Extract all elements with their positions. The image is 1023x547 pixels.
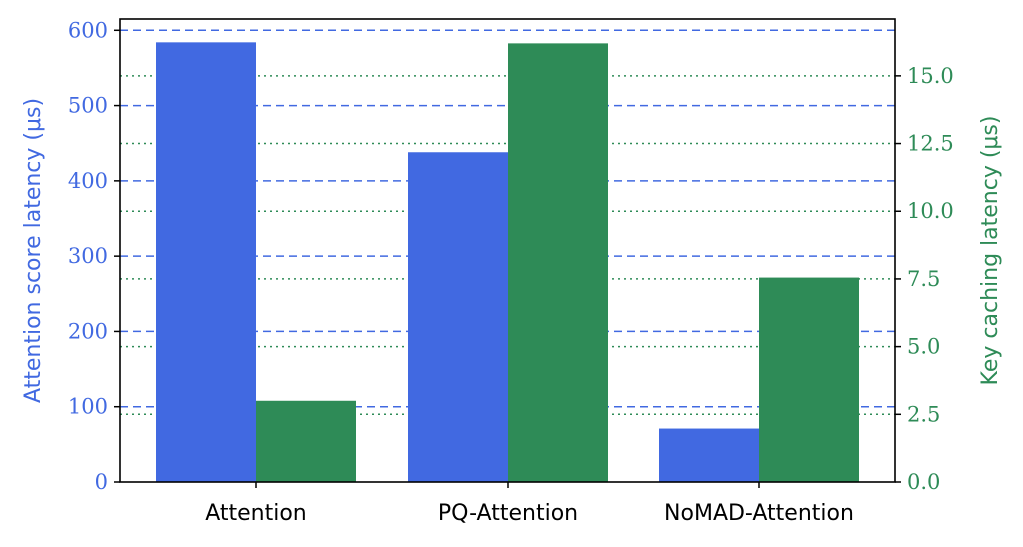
x-tick-label: PQ-Attention: [438, 501, 578, 526]
right-tick-label: 7.5: [907, 267, 940, 291]
bar-nomad-attention-attention-score: [659, 428, 759, 482]
right-tick-label: 15.0: [907, 64, 954, 88]
bar-attention-key-caching: [256, 400, 356, 482]
left-tick-label: 0: [95, 470, 108, 494]
right-tick-label: 0.0: [907, 470, 940, 494]
bars: [156, 42, 859, 483]
left-tick-label: 300: [68, 244, 108, 268]
x-tick-label: Attention: [205, 501, 307, 526]
left-tick-label: 400: [68, 169, 108, 193]
bar-attention-attention-score: [156, 42, 256, 483]
left-tick-label: 600: [68, 18, 108, 42]
bar-pq-attention-attention-score: [408, 152, 508, 482]
left-tick-label: 500: [68, 94, 108, 118]
right-tick-label: 2.5: [907, 402, 940, 426]
bar-pq-attention-key-caching: [508, 43, 608, 483]
left-axis-title: Attention score latency (μs): [21, 98, 46, 403]
right-tick-label: 10.0: [907, 199, 954, 223]
right-axis-title: Key caching latency (μs): [978, 116, 1003, 386]
left-tick-label: 200: [68, 319, 108, 343]
x-tick-label: NoMAD-Attention: [664, 501, 854, 526]
axis-ticks: 0 100 200 300 400 500 600 0.0 2.5 5.0 7.5 10.0 12.5 1…: [68, 18, 954, 526]
right-tick-label: 12.5: [907, 132, 954, 156]
bar-nomad-attention-key-caching: [759, 277, 859, 482]
right-tick-label: 5.0: [907, 335, 940, 359]
left-tick-label: 100: [68, 395, 108, 419]
